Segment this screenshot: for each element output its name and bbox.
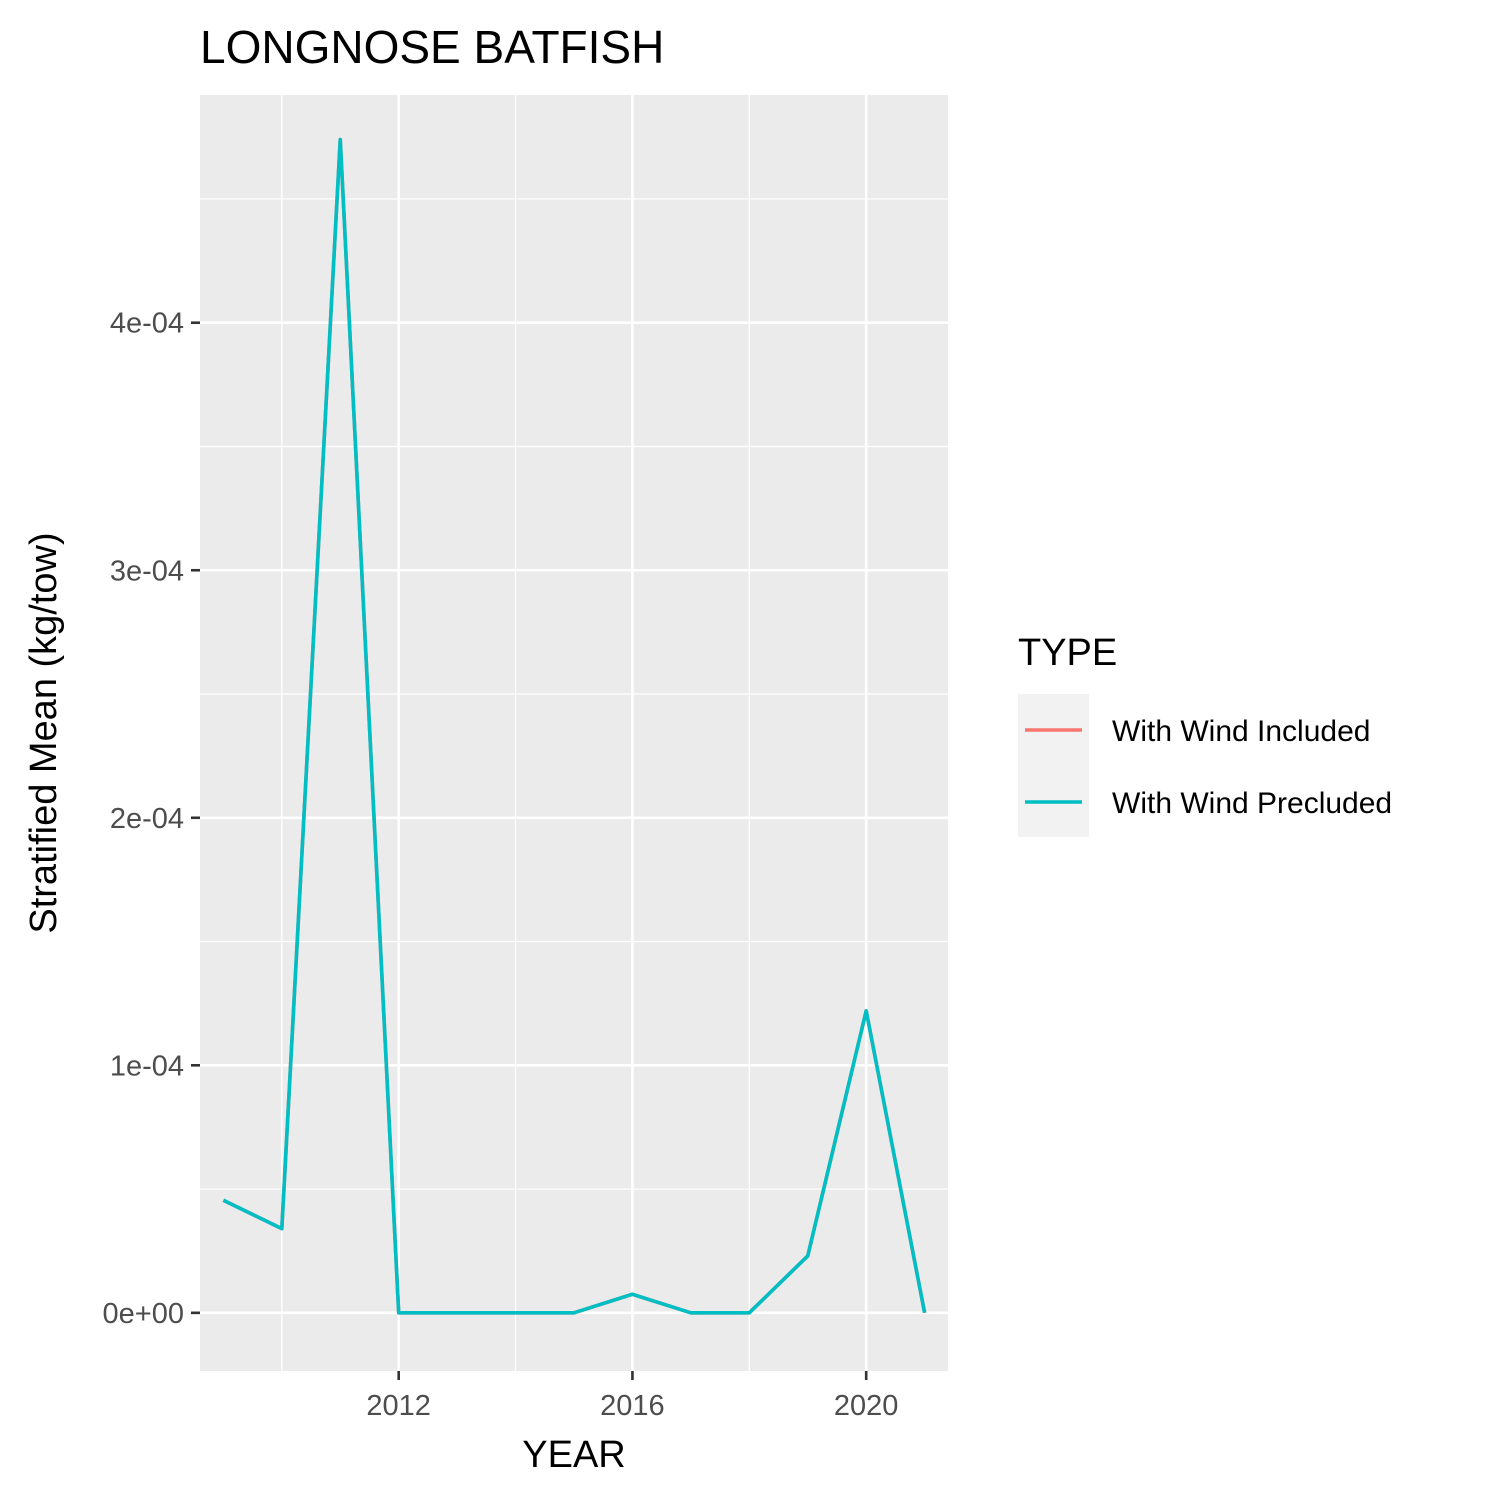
- y-axis-title: Stratified Mean (kg/tow): [23, 532, 65, 933]
- legend-title: TYPE: [1018, 632, 1117, 674]
- y-tick-label: 0e+00: [103, 1298, 184, 1330]
- x-axis: 2012 2016 2020: [366, 1371, 898, 1422]
- legend-label-1: With Wind Included: [1112, 715, 1370, 748]
- y-tick-label: 2e-04: [110, 803, 184, 835]
- x-axis-title: YEAR: [522, 1434, 625, 1476]
- grid-major: [200, 95, 948, 1371]
- y-tick-label: 4e-04: [110, 308, 184, 340]
- legend: TYPE With Wind Included With Wind Preclud…: [1018, 632, 1392, 837]
- y-axis: 0e+00 1e-04 2e-04 3e-04 4e-04: [103, 308, 200, 1330]
- legend-key-background: [1018, 694, 1089, 837]
- x-tick-label: 2016: [600, 1390, 665, 1422]
- x-tick-label: 2020: [834, 1390, 899, 1422]
- legend-label-2: With Wind Precluded: [1112, 787, 1392, 820]
- x-tick-label: 2012: [366, 1390, 431, 1422]
- y-tick-label: 3e-04: [110, 555, 184, 587]
- chart-title: LONGNOSE BATFISH: [200, 21, 664, 73]
- y-tick-label: 1e-04: [110, 1050, 184, 1082]
- legend-items: With Wind Included With Wind Precluded: [1025, 715, 1392, 820]
- plot-panel: [200, 95, 948, 1371]
- series-layer: [222, 137, 927, 1315]
- series-line-2: [222, 137, 927, 1315]
